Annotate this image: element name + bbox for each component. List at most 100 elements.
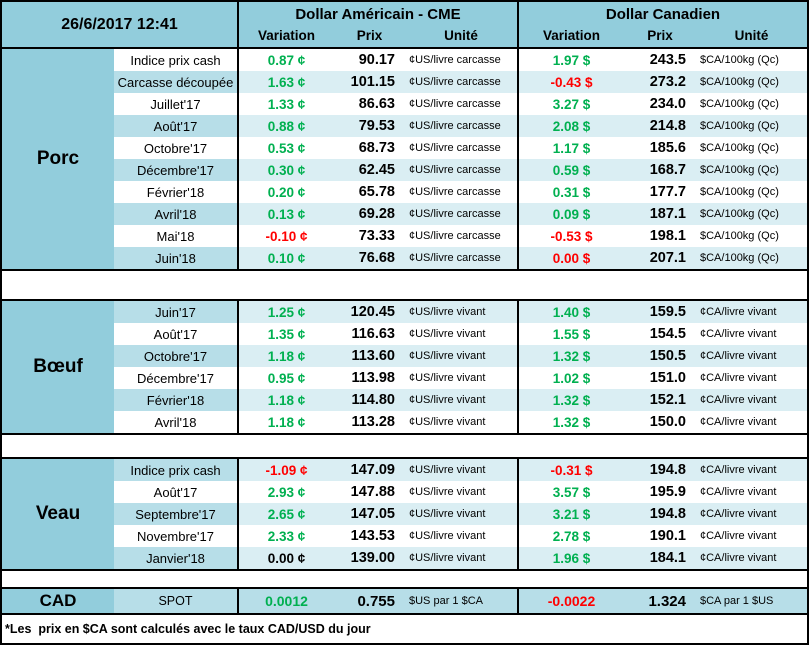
ca-dollar-section-header: Dollar Canadien: [605, 6, 721, 23]
us-price: 139.00: [334, 547, 405, 569]
us-variation: 0.53 ¢: [239, 137, 334, 159]
us-variation: 1.63 ¢: [239, 71, 334, 93]
row-label: Décembre'17: [114, 367, 239, 389]
section-label-boeuf: Bœuf: [2, 301, 114, 433]
us-unit: ¢US/livre vivant: [405, 323, 519, 345]
us-variation: 0.20 ¢: [239, 181, 334, 203]
ca-price: 195.9: [624, 481, 696, 503]
us-price: 147.05: [334, 503, 405, 525]
ca-unit: $CA par 1 $US: [696, 589, 807, 613]
us-variation: 2.93 ¢: [239, 481, 334, 503]
ca-variation: -0.43 $: [519, 71, 624, 93]
us-unit: ¢US/livre vivant: [405, 411, 519, 433]
veau-section: Veau Indice prix cash -1.09 ¢ 147.09 ¢US…: [2, 459, 807, 571]
prix-column-header-ca: Prix: [647, 28, 673, 43]
row-label: Avril'18: [114, 411, 239, 433]
us-price: 65.78: [334, 181, 405, 203]
us-unit: ¢US/livre carcasse: [405, 137, 519, 159]
ca-price: 234.0: [624, 93, 696, 115]
ca-variation: -0.53 $: [519, 225, 624, 247]
us-price: 114.80: [334, 389, 405, 411]
ca-variation: 0.59 $: [519, 159, 624, 181]
us-variation: 0.0012: [239, 589, 334, 613]
ca-variation: -0.0022: [519, 589, 624, 613]
us-price: 101.15: [334, 71, 405, 93]
row-label: Octobre'17: [114, 137, 239, 159]
us-variation: 0.00 ¢: [239, 547, 334, 569]
us-price: 86.63: [334, 93, 405, 115]
us-unit: ¢US/livre carcasse: [405, 225, 519, 247]
ca-price: 207.1: [624, 247, 696, 269]
us-unit: ¢US/livre carcasse: [405, 93, 519, 115]
ca-price: 151.0: [624, 367, 696, 389]
us-variation: 1.18 ¢: [239, 389, 334, 411]
ca-price: 184.1: [624, 547, 696, 569]
ca-unit: $CA/100kg (Qc): [696, 49, 807, 71]
us-variation: 2.33 ¢: [239, 525, 334, 547]
us-price: 147.09: [334, 459, 405, 481]
section-label-cad: CAD: [2, 589, 114, 613]
ca-unit: $CA/100kg (Qc): [696, 115, 807, 137]
row-label: Indice prix cash: [114, 459, 239, 481]
row-label: Avril'18: [114, 203, 239, 225]
us-unit: ¢US/livre vivant: [405, 301, 519, 323]
ca-unit: ¢CA/livre vivant: [696, 323, 807, 345]
ca-variation: 1.96 $: [519, 547, 624, 569]
ca-unit: ¢CA/livre vivant: [696, 525, 807, 547]
us-variation: -0.10 ¢: [239, 225, 334, 247]
ca-variation: -0.31 $: [519, 459, 624, 481]
ca-unit: $CA/100kg (Qc): [696, 247, 807, 269]
ca-price: 177.7: [624, 181, 696, 203]
us-unit: ¢US/livre vivant: [405, 459, 519, 481]
ca-unit: $CA/100kg (Qc): [696, 203, 807, 225]
porc-section: Porc Indice prix cash 0.87 ¢ 90.17 ¢US/l…: [2, 49, 807, 271]
us-unit: ¢US/livre carcasse: [405, 247, 519, 269]
us-unit: ¢US/livre vivant: [405, 525, 519, 547]
ca-unit: ¢CA/livre vivant: [696, 389, 807, 411]
row-label: Janvier'18: [114, 547, 239, 569]
variation-column-header-ca: Variation: [542, 28, 601, 43]
ca-price: 159.5: [624, 301, 696, 323]
ca-price: 152.1: [624, 389, 696, 411]
us-price: 0.755: [334, 589, 405, 613]
us-variation: -1.09 ¢: [239, 459, 334, 481]
us-unit: ¢US/livre vivant: [405, 481, 519, 503]
us-price: 73.33: [334, 225, 405, 247]
ca-variation: 0.00 $: [519, 247, 624, 269]
us-unit: ¢US/livre vivant: [405, 345, 519, 367]
section-gap: [2, 571, 807, 589]
us-unit: ¢US/livre vivant: [405, 503, 519, 525]
ca-variation: 1.17 $: [519, 137, 624, 159]
cad-section: CAD SPOT 0.0012 0.755 $US par 1 $CA -0.0…: [2, 589, 807, 615]
us-variation: 1.25 ¢: [239, 301, 334, 323]
ca-variation: 1.02 $: [519, 367, 624, 389]
us-unit: ¢US/livre carcasse: [405, 49, 519, 71]
section-gap: [2, 271, 807, 301]
ca-unit: ¢CA/livre vivant: [696, 367, 807, 389]
variation-column-header-us: Variation: [257, 28, 316, 43]
ca-unit: $CA/100kg (Qc): [696, 71, 807, 93]
ca-price: 190.1: [624, 525, 696, 547]
report-timestamp: 26/6/2017 12:41: [2, 2, 239, 47]
section-label-porc: Porc: [2, 49, 114, 269]
ca-variation: 1.32 $: [519, 345, 624, 367]
us-variation: 1.18 ¢: [239, 345, 334, 367]
row-label: Octobre'17: [114, 345, 239, 367]
ca-price: 168.7: [624, 159, 696, 181]
us-price: 147.88: [334, 481, 405, 503]
ca-variation: 1.32 $: [519, 389, 624, 411]
ca-unit: ¢CA/livre vivant: [696, 411, 807, 433]
row-label: Carcasse découpée: [114, 71, 239, 93]
ca-variation: 2.78 $: [519, 525, 624, 547]
unite-column-header-us: Unité: [405, 26, 519, 47]
row-label: Novembre'17: [114, 525, 239, 547]
ca-variation: 1.55 $: [519, 323, 624, 345]
us-variation: 1.33 ¢: [239, 93, 334, 115]
us-variation: 2.65 ¢: [239, 503, 334, 525]
ca-price: 243.5: [624, 49, 696, 71]
row-label: Juillet'17: [114, 93, 239, 115]
us-variation: 0.88 ¢: [239, 115, 334, 137]
ca-variation: 3.57 $: [519, 481, 624, 503]
row-label: Décembre'17: [114, 159, 239, 181]
